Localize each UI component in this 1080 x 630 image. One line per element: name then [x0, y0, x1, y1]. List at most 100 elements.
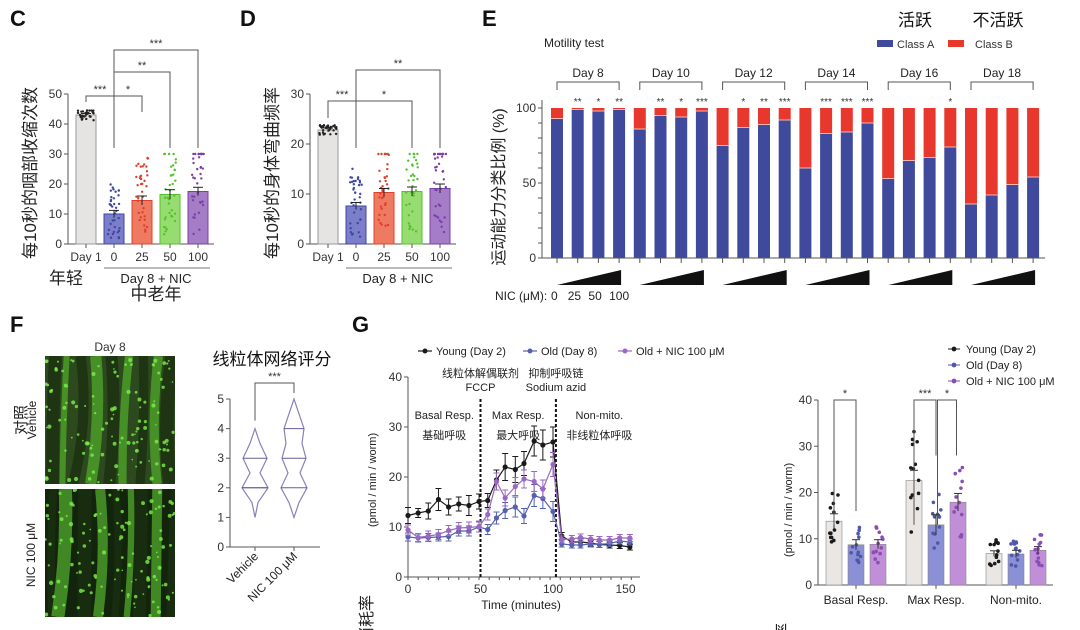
- data-point: [109, 236, 113, 239]
- data-point: [1009, 563, 1014, 567]
- data-point: [80, 114, 84, 118]
- legend-label: Old (Day 8): [541, 346, 597, 358]
- data-point: [384, 179, 387, 183]
- mitochondria-dot: [62, 603, 66, 607]
- mitochondria-dot: [148, 613, 152, 617]
- legend-label: Young (Day 2): [966, 344, 1036, 356]
- data-point: [414, 230, 418, 233]
- mitochondria-dot: [139, 406, 142, 409]
- data-point: [960, 479, 964, 484]
- data-point: [88, 109, 91, 112]
- data-point: [111, 219, 114, 222]
- bar-class-b: [592, 108, 605, 111]
- significance-label: **: [760, 97, 768, 108]
- mitochondria-dot: [135, 465, 138, 468]
- data-point: [466, 502, 472, 509]
- mitochondria-dot: [53, 605, 58, 610]
- data-point: [383, 213, 386, 217]
- mitochondria-dot: [78, 570, 82, 574]
- data-point: [915, 506, 920, 511]
- bar-class-a: [716, 145, 729, 258]
- legend-cn-label: 活跃: [898, 11, 932, 30]
- mitochondria-dot: [165, 595, 170, 600]
- data-point: [201, 167, 204, 170]
- bar: [75, 114, 97, 245]
- data-point: [351, 232, 354, 236]
- series-line: [407, 494, 630, 546]
- x-tick-label: 100: [188, 250, 208, 264]
- data-point: [1015, 552, 1020, 557]
- mitochondria-dot: [78, 562, 81, 565]
- mitochondria-dot: [113, 370, 117, 374]
- data-point: [141, 165, 144, 168]
- mitochondria-dot: [83, 522, 86, 526]
- panel-letter-g: G: [352, 312, 370, 337]
- data-point: [1009, 553, 1014, 558]
- bar-class-b: [799, 108, 812, 168]
- data-point: [441, 170, 444, 173]
- data-point: [435, 215, 438, 218]
- data-point: [202, 152, 205, 156]
- mitochondria-dot: [122, 528, 126, 532]
- data-point: [531, 438, 537, 444]
- data-point: [167, 202, 171, 205]
- bar-class-a: [820, 133, 833, 258]
- data-point: [953, 471, 958, 476]
- mitochondria-dot: [166, 362, 169, 365]
- data-point: [856, 550, 861, 555]
- mitochondria-dot: [134, 606, 136, 609]
- bar: [131, 200, 153, 245]
- bar-class-a: [758, 124, 770, 258]
- data-point: [521, 460, 527, 467]
- significance-label: **: [138, 60, 147, 72]
- mitochondria-dot: [103, 526, 107, 530]
- mitochondria-dot: [148, 510, 153, 515]
- data-point: [172, 152, 175, 156]
- data-point: [321, 131, 325, 134]
- mitochondria-dot: [140, 569, 143, 573]
- data-point: [359, 192, 362, 196]
- data-point: [110, 195, 113, 199]
- group-bracket: [722, 81, 786, 90]
- data-point: [117, 202, 121, 206]
- data-point: [109, 189, 113, 192]
- group-label: Day 8: [572, 66, 604, 80]
- mitochondria-dot: [52, 594, 56, 599]
- mitochondria-dot: [155, 578, 158, 582]
- data-point: [170, 165, 173, 168]
- data-point: [437, 203, 441, 206]
- data-point: [502, 464, 508, 470]
- data-point: [938, 508, 943, 512]
- data-point: [442, 178, 446, 181]
- mitochondria-dot: [156, 606, 160, 609]
- data-point: [143, 215, 146, 218]
- muscle-fiber: [118, 356, 134, 484]
- mitochondria-dot: [117, 473, 120, 476]
- data-point: [416, 162, 419, 165]
- significance-label: *: [679, 97, 683, 108]
- data-point: [405, 191, 408, 194]
- data-point: [386, 163, 389, 166]
- data-point: [512, 504, 518, 510]
- y-axis-label: 每10秒的咽部收缩次数: [21, 87, 40, 259]
- data-point: [114, 190, 117, 193]
- y-tick-label: 40: [799, 393, 813, 407]
- mitochondria-dot: [132, 441, 136, 445]
- data-point: [531, 478, 537, 485]
- data-point: [407, 179, 410, 182]
- mitochondria-dot: [112, 406, 117, 411]
- data-point: [332, 129, 335, 132]
- data-point: [992, 561, 997, 566]
- bar-class-a: [778, 120, 791, 258]
- y-tick-label: 10: [389, 520, 403, 534]
- data-point: [1013, 546, 1018, 551]
- mitochondria-dot: [151, 403, 156, 408]
- significance-label: **: [574, 97, 582, 108]
- data-point: [433, 214, 436, 217]
- significance-label: *: [843, 388, 848, 400]
- mitochondria-dot: [91, 561, 95, 565]
- data-point: [377, 218, 380, 222]
- muscle-fiber: [59, 356, 70, 484]
- mitochondria-dot: [154, 424, 157, 426]
- mitochondria-dot: [159, 448, 162, 451]
